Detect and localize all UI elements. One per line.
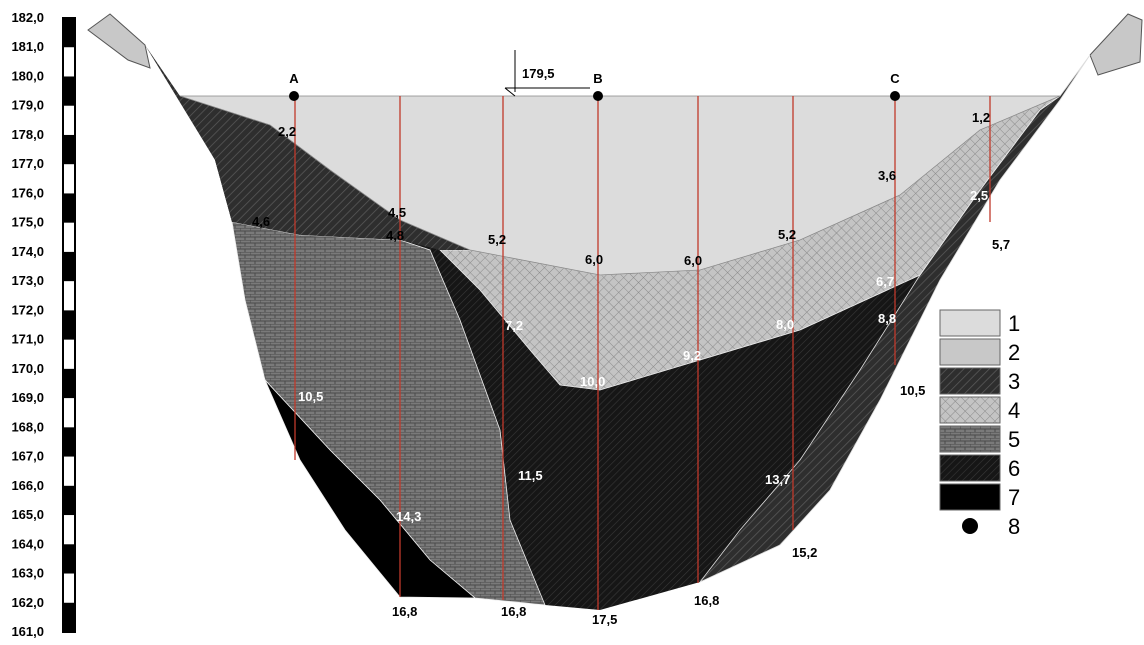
depth-label: 8,8 [878, 311, 896, 326]
scale-label: 166,0 [11, 478, 44, 493]
legend: 1 2 3 4 5 6 7 8 [939, 309, 1020, 539]
legend-swatch [962, 518, 978, 534]
scale-label: 177,0 [11, 156, 44, 171]
legend-swatch [939, 483, 1001, 511]
point-label: A [289, 71, 299, 86]
depth-label: 16,8 [501, 604, 526, 619]
ruler-segment [63, 76, 75, 106]
depth-label: 8,0 [776, 317, 794, 332]
depth-labels: 2,2 4,6 4,5 4,8 5,2 6,0 6,0 5,2 1,2 3,6 2,5 5,7 6,7 7… [252, 110, 1010, 627]
depth-label: 5,2 [778, 227, 796, 242]
ruler-segment [63, 485, 75, 516]
depth-label: 4,6 [252, 214, 270, 229]
depth-label: 15,2 [792, 545, 817, 560]
scale-label: 178,0 [11, 127, 44, 142]
ruler-segment [63, 368, 75, 399]
depth-label: 6,0 [585, 252, 603, 267]
layer-7 [264, 379, 477, 599]
ruler-segment [63, 310, 75, 340]
scale-label: 162,0 [11, 595, 44, 610]
depth-label: 5,2 [488, 232, 506, 247]
scale-label: 182,0 [11, 10, 44, 25]
scale-label: 180,0 [11, 68, 44, 83]
depth-label: 7,2 [505, 318, 523, 333]
water-level-marker: 179,5 [504, 50, 590, 97]
scale-label: 170,0 [11, 361, 44, 376]
scale-label: 161,0 [11, 624, 44, 639]
scale-label: 164,0 [11, 536, 44, 551]
ruler-segment [63, 134, 75, 165]
depth-label: 14,3 [396, 509, 421, 524]
depth-label: 17,5 [592, 612, 617, 627]
legend-label: 4 [1008, 398, 1020, 423]
depth-label: 1,2 [972, 110, 990, 125]
depth-label: 4,8 [386, 228, 404, 243]
scale-label: 169,0 [11, 390, 44, 405]
legend-swatch [939, 454, 1001, 482]
scale-label: 173,0 [11, 273, 44, 288]
legend-label: 7 [1008, 485, 1020, 510]
legend-label: 5 [1008, 427, 1020, 452]
scale-label: 181,0 [11, 39, 44, 54]
legend-swatch [939, 338, 1001, 366]
layer-3 [145, 45, 470, 250]
scale-label: 176,0 [11, 185, 44, 200]
boreholes [294, 96, 991, 610]
depth-label: 12,6 [283, 472, 308, 487]
scale-label: 172,0 [11, 302, 44, 317]
outcrop [1089, 13, 1143, 76]
point-label: B [593, 71, 602, 86]
legend-label: 6 [1008, 456, 1020, 481]
depth-label: 10,0 [580, 374, 605, 389]
depth-label: 13,7 [765, 472, 790, 487]
scale-label: 163,0 [11, 566, 44, 581]
scale-label: 179,0 [11, 98, 44, 113]
scale-label: 167,0 [11, 449, 44, 464]
depth-label: 9,2 [683, 348, 701, 363]
depth-label: 5,7 [992, 237, 1010, 252]
scale-label: 174,0 [11, 244, 44, 259]
depth-label: 6,7 [876, 274, 894, 289]
ruler-segment [63, 18, 75, 48]
point [289, 91, 299, 101]
scale-label: 165,0 [11, 507, 44, 522]
ruler-segment [63, 193, 75, 223]
scale-label: 168,0 [11, 419, 44, 434]
depth-label: 16,8 [694, 593, 719, 608]
legend-label: 1 [1008, 311, 1020, 336]
ruler-segment [63, 544, 75, 574]
depth-label: 10,5 [298, 389, 323, 404]
point-label: C [890, 71, 900, 86]
scale-label: 171,0 [11, 332, 44, 347]
scale-ruler: 182,0 181,0 180,0 179,0 178,0 177,0 176,0 175,0… [11, 10, 76, 639]
point [593, 91, 603, 101]
point [890, 91, 900, 101]
depth-label: 6,0 [684, 253, 702, 268]
depth-label: 2,2 [278, 124, 296, 139]
depth-label: 11,5 [518, 468, 543, 483]
legend-swatch [939, 367, 1001, 395]
legend-label: 3 [1008, 369, 1020, 394]
ruler-segment [63, 251, 75, 282]
depth-label: 10,5 [900, 383, 925, 398]
depth-label: 3,6 [878, 168, 896, 183]
legend-swatch [939, 396, 1001, 424]
ruler-segment [63, 427, 75, 457]
scale-label: 175,0 [11, 215, 44, 230]
legend-label: 8 [1008, 514, 1020, 539]
ruler-segment [63, 602, 75, 632]
water-level-label: 179,5 [522, 66, 555, 81]
legend-label: 2 [1008, 340, 1020, 365]
legend-swatch [939, 425, 1001, 453]
depth-label: 16,8 [392, 604, 417, 619]
outcrop [87, 13, 151, 69]
depth-label: 2,5 [970, 188, 988, 203]
legend-swatch [939, 309, 1001, 337]
depth-label: 4,5 [388, 205, 406, 220]
